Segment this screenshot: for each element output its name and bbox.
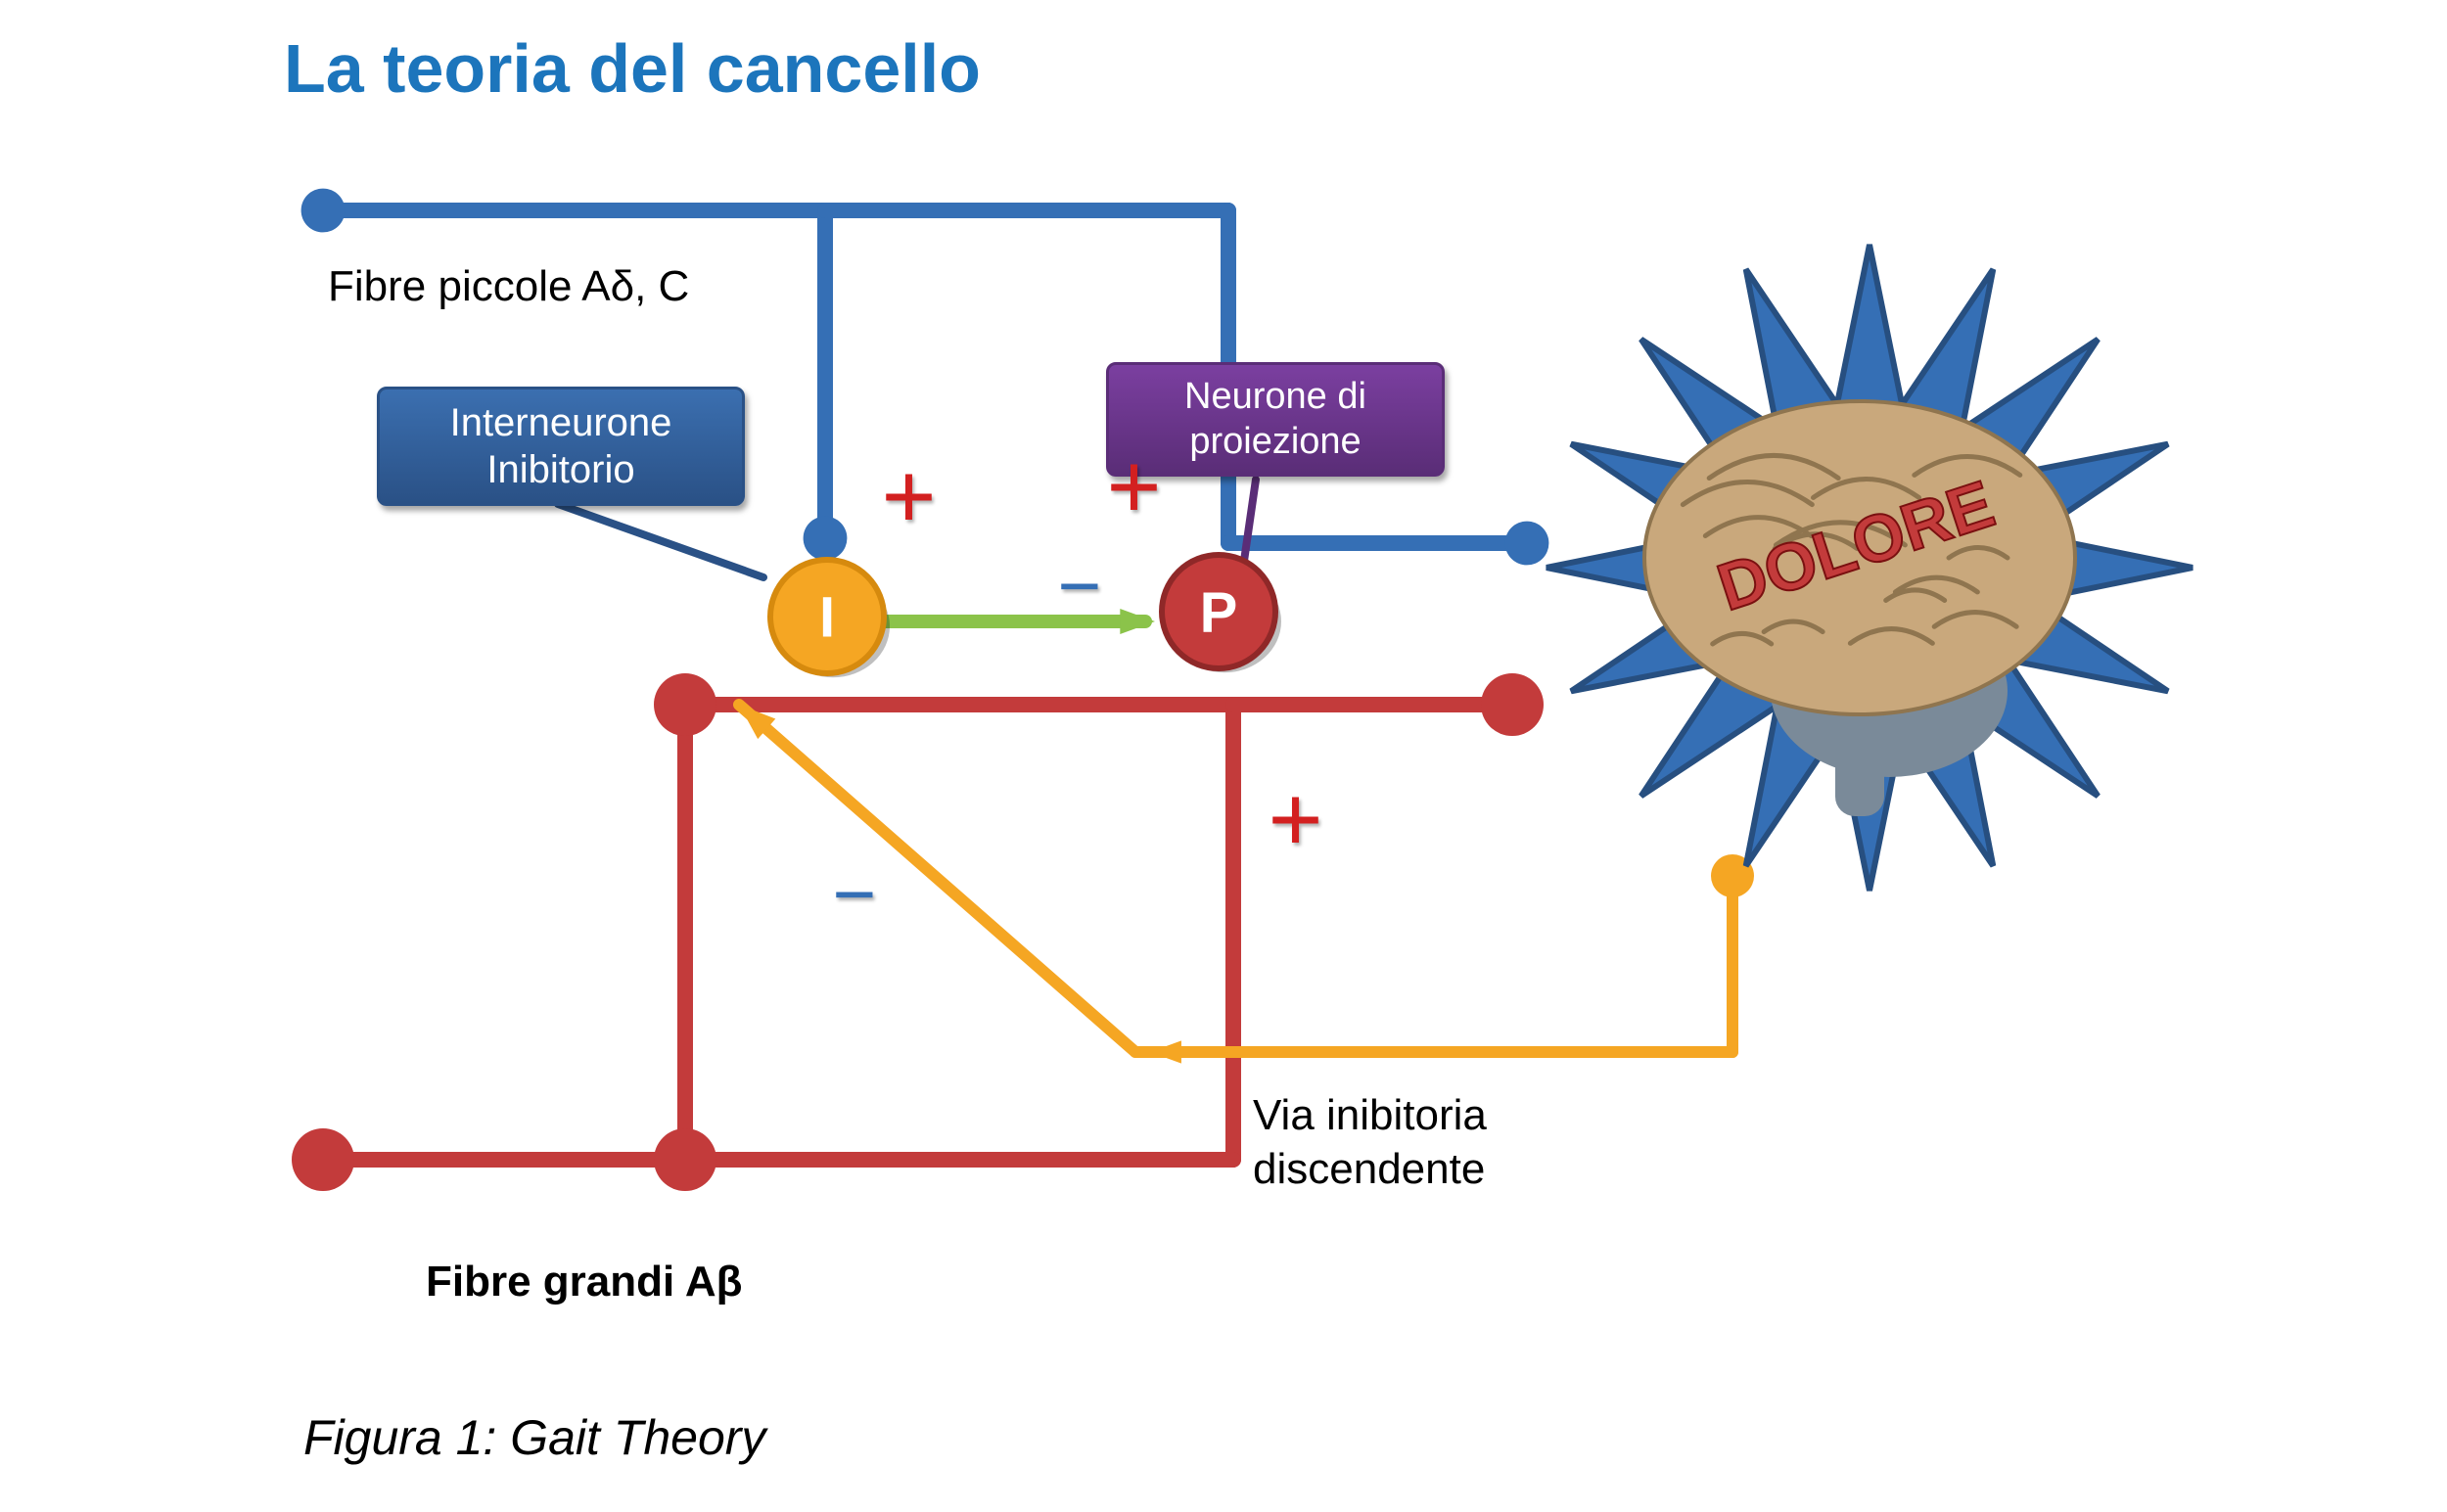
starburst-svg: DOLORE [0, 0, 2447, 1512]
interneurone-line1: Interneurone [397, 399, 724, 446]
figure-caption: Figura 1: Gait Theory [303, 1409, 765, 1466]
plus-sign: + [881, 440, 937, 553]
text-label: discendente [1253, 1145, 1485, 1194]
text-label: Fibre grandi Aβ [426, 1258, 742, 1306]
interneurone-line2: Inibitorio [397, 446, 724, 493]
plus-sign: + [1268, 763, 1323, 876]
diagram-container: { "title": {"text":"La teoria del cancel… [0, 0, 2447, 1512]
text-label: Fibre piccole Aδ, C [328, 262, 689, 311]
text-label: Via inibitoria [1253, 1091, 1487, 1140]
proiezione-line2: proiezione [1127, 420, 1424, 465]
minus-sign: − [832, 851, 877, 940]
plus-sign: + [1106, 431, 1162, 543]
interneurone-box: Interneurone Inibitorio [377, 387, 745, 506]
minus-sign: − [1057, 543, 1102, 632]
proiezione-line1: Neurone di [1127, 375, 1424, 420]
